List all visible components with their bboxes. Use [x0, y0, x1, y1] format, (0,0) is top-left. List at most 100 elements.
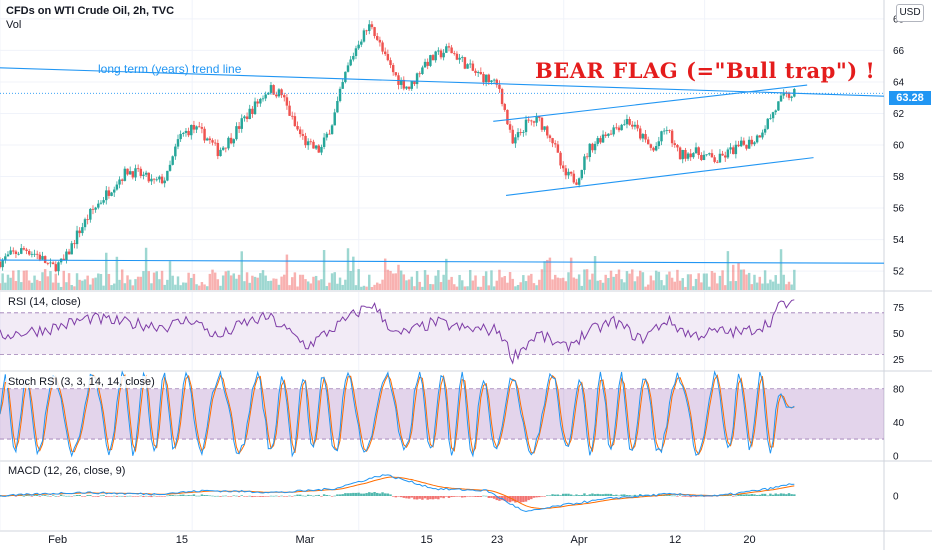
macd-histogram-bar: [190, 495, 193, 496]
macd-histogram-bar: [195, 495, 198, 497]
candle-body: [787, 93, 791, 98]
macd-histogram-bar: [168, 495, 172, 496]
macd-histogram-bar: [535, 496, 538, 498]
bear-flag-annotation[interactable]: BEAR FLAG (="Bull trap") !: [535, 58, 876, 83]
macd-histogram-bar: [697, 496, 700, 497]
volume-bar: [107, 273, 111, 290]
macd-histogram-bar: [431, 496, 435, 500]
stoch-tick-label: 40: [893, 418, 905, 429]
volume-bar: [569, 257, 573, 290]
candle-body: [790, 96, 793, 98]
candle-body: [237, 126, 241, 129]
macd-histogram-bar: [113, 495, 116, 497]
candle-body: [567, 171, 570, 176]
volume-bar: [113, 283, 116, 290]
volume-bar: [429, 284, 432, 290]
volume-bar: [445, 258, 448, 290]
macd-histogram-bar: [466, 496, 469, 497]
volume-bar: [694, 278, 698, 290]
volume-bar: [12, 270, 15, 290]
volume-bar: [479, 286, 483, 290]
candle-body: [429, 55, 432, 66]
macd-histogram-bar: [530, 496, 533, 500]
macd-tick-label: 0: [893, 492, 899, 503]
macd-histogram-bar: [216, 495, 220, 497]
candle-body: [232, 139, 236, 144]
candle-body: [328, 133, 331, 135]
candle-body: [692, 153, 695, 158]
macd-histogram-bar: [67, 495, 71, 497]
volume-bar: [280, 276, 283, 290]
macd-histogram-bar: [237, 496, 241, 497]
volume-bar: [139, 276, 143, 290]
macd-histogram-bar: [564, 493, 568, 496]
candle-body: [25, 249, 28, 251]
macd-histogram-bar: [78, 494, 81, 496]
macd-histogram-bar: [306, 494, 310, 496]
candle-body: [290, 115, 294, 117]
macd-histogram-bar: [365, 493, 368, 496]
macd-histogram-bar: [336, 494, 339, 496]
volume-bar: [777, 283, 780, 290]
candle-body: [139, 168, 143, 176]
volume-bar: [251, 275, 254, 290]
candle-body: [33, 253, 36, 255]
macd-histogram-bar: [790, 494, 793, 496]
volume-bar: [498, 269, 501, 290]
candle-body: [652, 147, 655, 151]
candle-body: [381, 42, 384, 52]
macd-histogram-bar: [184, 495, 188, 497]
volume-bar: [182, 282, 185, 290]
stoch-band: [0, 388, 884, 440]
candle-body: [684, 149, 687, 159]
volume-bar: [585, 269, 589, 290]
volume-bar: [410, 276, 413, 290]
candle-body: [694, 147, 698, 154]
rsi-tick-label: 50: [893, 329, 905, 340]
volume-bar: [612, 276, 615, 290]
macd-histogram-bar: [487, 496, 491, 498]
candle-body: [320, 146, 323, 153]
macd-histogram-bar: [490, 496, 493, 498]
macd-histogram-bar: [785, 494, 788, 496]
macd-histogram-bar: [686, 496, 690, 497]
volume-bar: [742, 269, 746, 290]
volume-bar: [769, 279, 772, 290]
trend-line-annotation[interactable]: long term (years) trend line: [98, 62, 242, 76]
volume-bar: [259, 273, 262, 290]
volume-bar: [152, 272, 156, 290]
macd-histogram-bar: [362, 493, 366, 496]
candle-body: [27, 250, 31, 255]
candle-body: [421, 67, 424, 75]
candle-body: [561, 165, 565, 169]
macd-histogram-bar: [410, 496, 413, 498]
macd-histogram-bar: [495, 496, 499, 501]
volume-bar: [179, 285, 182, 290]
macd-histogram-bar: [514, 496, 517, 503]
macd-histogram-bar: [368, 492, 371, 496]
candle-body: [492, 79, 496, 81]
macd-histogram-bar: [601, 494, 605, 496]
candle-body: [275, 94, 278, 97]
volume-bar: [686, 274, 690, 290]
volume-bar: [500, 277, 504, 290]
volume-bar: [652, 280, 655, 290]
stoch-tick-label: 80: [893, 384, 905, 395]
volume-bar: [368, 274, 371, 290]
candle-body: [777, 101, 780, 111]
macd-histogram-bar: [753, 494, 756, 496]
volume-bar: [349, 270, 352, 290]
macd-histogram-bar: [665, 495, 669, 496]
volume-bar: [519, 282, 522, 290]
volume-bar: [407, 279, 411, 290]
candle-body: [466, 64, 469, 69]
candle-body: [346, 65, 350, 72]
candle-body: [546, 126, 549, 136]
volume-bar: [190, 277, 193, 290]
currency-button[interactable]: USD: [896, 4, 924, 22]
macd-histogram-bar: [731, 496, 735, 497]
volume-bar: [506, 282, 509, 290]
candle-body: [484, 74, 488, 83]
candle-body: [604, 134, 607, 136]
